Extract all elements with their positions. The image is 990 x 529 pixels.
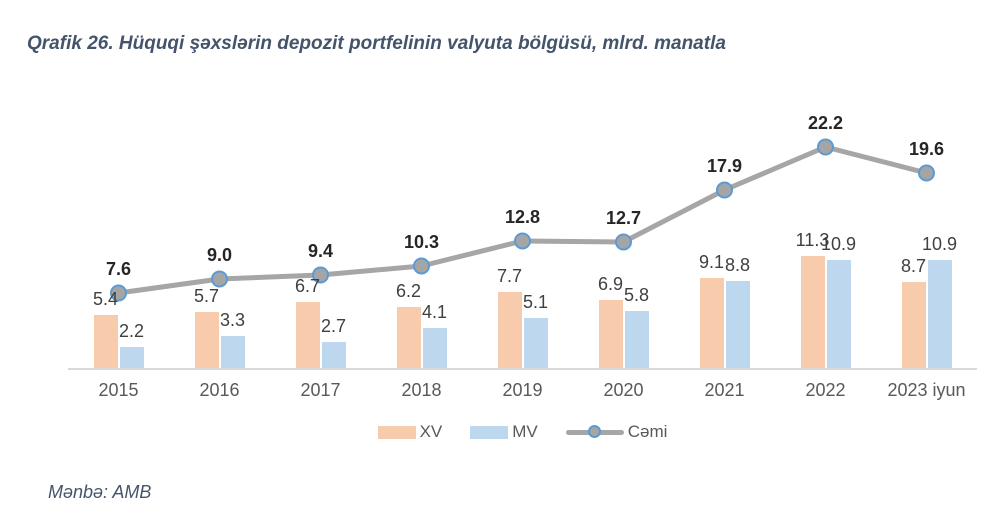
bar-xv-2016 (194, 312, 219, 369)
bar-value-label-xv-2020: 6.9 (597, 274, 624, 294)
bar-value-label-xv-2019: 7.7 (496, 266, 523, 286)
legend-item-c-mi: Cəmi (565, 422, 668, 442)
bar-value-label-xv-2018: 6.2 (395, 281, 422, 301)
legend-label-c-mi: Cəmi (627, 422, 668, 441)
x-axis-label-2020: 2020 (603, 380, 644, 400)
x-axis-label-2016: 2016 (199, 380, 240, 400)
bar-value-label-xv-2023-iyun: 8.7 (900, 256, 927, 276)
line-value-label-2023-iyun: 19.6 (908, 139, 945, 159)
bar-value-label-mv-2018: 4.1 (421, 302, 448, 322)
line-value-label-2022: 22.2 (807, 113, 844, 133)
line-value-label-2015: 7.6 (105, 259, 132, 279)
line-value-label-2021: 17.9 (706, 156, 743, 176)
bar-mv-2020 (624, 311, 649, 369)
x-axis-line (68, 368, 977, 370)
bar-mv-2023-iyun (927, 260, 952, 369)
bar-mv-2015 (119, 347, 144, 369)
line-marker-2022 (817, 138, 834, 156)
x-axis-label-2015: 2015 (98, 380, 139, 400)
legend: XV MV Cəmi (68, 422, 977, 442)
legend-item-mv: MV (470, 422, 538, 442)
bar-value-label-xv-2021: 9.1 (698, 252, 725, 272)
bar-value-label-mv-2015: 2.2 (118, 321, 145, 341)
bar-value-label-mv-2023-iyun: 10.9 (921, 234, 958, 254)
source-note: Mənbə: AMB (48, 482, 152, 502)
x-axis-label-2021: 2021 (704, 380, 745, 400)
bar-value-label-xv-2015: 5.4 (92, 289, 119, 309)
x-axis-label-2023-iyun: 2023 iyun (887, 380, 966, 400)
bar-value-label-mv-2016: 3.3 (219, 310, 246, 330)
bar-value-label-mv-2020: 5.8 (623, 285, 650, 305)
bar-mv-2022 (826, 260, 851, 369)
line-value-label-2018: 10.3 (403, 232, 440, 252)
bar-mv-2019 (523, 318, 548, 369)
bar-value-label-xv-2017: 6.7 (294, 276, 321, 296)
bar-value-label-mv-2017: 2.7 (320, 316, 347, 336)
line-marker-2020 (615, 233, 632, 251)
bar-mv-2016 (220, 336, 245, 369)
bar-value-label-mv-2022: 10.9 (820, 234, 857, 254)
bar-xv-2019 (497, 292, 522, 369)
legend-line-swatch-c-mi (565, 425, 624, 439)
line-value-label-2017: 9.4 (307, 241, 334, 261)
line-value-label-2020: 12.7 (605, 208, 642, 228)
bar-value-label-mv-2019: 5.1 (522, 292, 549, 312)
bar-value-label-mv-2021: 8.8 (724, 255, 751, 275)
bar-xv-2020 (598, 300, 623, 369)
x-axis-label-2022: 2022 (805, 380, 846, 400)
bar-xv-2023-iyun (901, 282, 926, 369)
chart-title: Qrafik 26. Hüquqi şəxslərin depozit port… (27, 33, 726, 54)
bar-xv-2021 (699, 278, 724, 369)
legend-swatch-xv (377, 425, 416, 439)
legend-label-mv: MV (512, 422, 538, 441)
legend-swatch-mv (470, 425, 509, 439)
line-value-label-2019: 12.8 (504, 207, 541, 227)
bar-value-label-xv-2016: 5.7 (193, 286, 220, 306)
bar-mv-2017 (321, 342, 346, 369)
x-axis-label-2019: 2019 (502, 380, 543, 400)
line-marker-2019 (514, 232, 531, 250)
line-marker-2016 (211, 270, 228, 288)
legend-label-xv: XV (419, 422, 443, 441)
bar-xv-2018 (396, 307, 421, 369)
legend-item-xv: XV (377, 422, 443, 442)
x-axis-label-2017: 2017 (300, 380, 341, 400)
line-value-label-2016: 9.0 (206, 245, 233, 265)
legend-line-marker-dot (587, 425, 601, 438)
bar-xv-2022 (800, 256, 825, 369)
line-marker-2021 (716, 181, 733, 199)
line-marker-2023-iyun (918, 164, 935, 182)
bar-mv-2021 (725, 281, 750, 369)
bar-mv-2018 (422, 328, 447, 369)
bar-value-label-xv-2022: 11.3 (795, 230, 830, 250)
bar-xv-2015 (93, 315, 118, 369)
x-axis-label-2018: 2018 (401, 380, 442, 400)
bar-xv-2017 (295, 302, 320, 369)
line-marker-2018 (413, 257, 430, 275)
